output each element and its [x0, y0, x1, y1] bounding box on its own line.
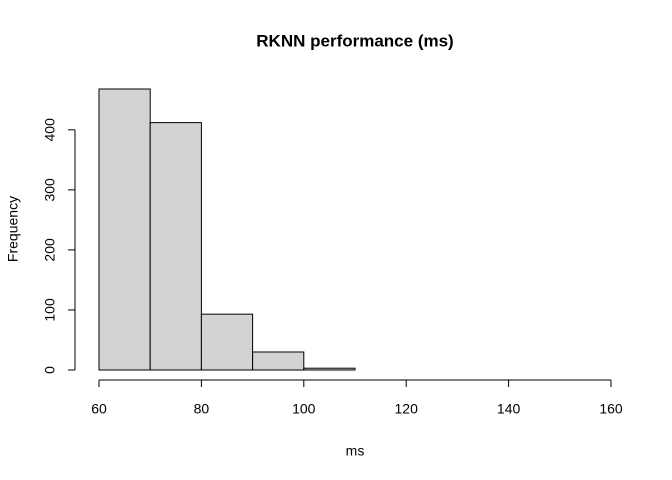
bar	[303, 367, 356, 371]
y-tick-label: 200	[42, 238, 58, 262]
bar	[200, 313, 254, 371]
x-tick-label: 120	[395, 401, 419, 417]
y-tick-label: 0	[42, 366, 58, 374]
x-tick-label: 160	[599, 401, 623, 417]
x-axis-label: ms	[346, 443, 365, 459]
x-tick-label: 80	[194, 401, 210, 417]
bar	[149, 122, 202, 371]
bar	[98, 88, 151, 371]
y-tick-label: 300	[42, 178, 58, 202]
y-tick-label: 100	[42, 298, 58, 322]
y-axis-label: Frequency	[5, 196, 21, 262]
chart-title: RKNN performance (ms)	[256, 31, 453, 50]
y-tick-label: 400	[42, 118, 58, 142]
bar	[252, 351, 305, 371]
x-tick-label: 100	[292, 401, 316, 417]
x-tick-label: 60	[91, 401, 107, 417]
x-tick-label: 140	[497, 401, 521, 417]
